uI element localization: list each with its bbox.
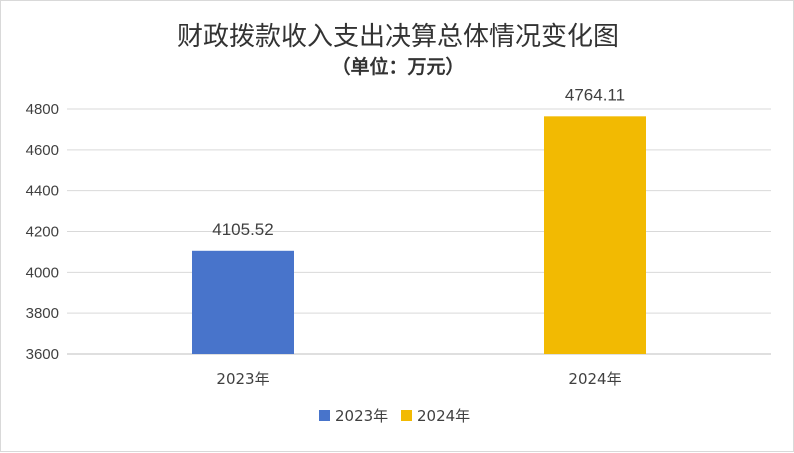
legend-swatch bbox=[401, 410, 412, 421]
x-category-label: 2024年 bbox=[568, 370, 621, 388]
legend-swatch bbox=[319, 410, 330, 421]
y-tick-label: 4200 bbox=[26, 224, 59, 241]
y-tick-label: 4400 bbox=[26, 183, 59, 200]
data-label: 4105.52 bbox=[212, 220, 273, 239]
y-tick-label: 3600 bbox=[26, 346, 59, 363]
bars bbox=[192, 116, 646, 354]
legend: 2023年 2024年 bbox=[319, 407, 470, 425]
grid-lines bbox=[67, 108, 771, 355]
y-axis-ticks: 3600 3800 4000 4200 4400 4600 4800 bbox=[26, 101, 59, 363]
bar-2 bbox=[544, 116, 646, 354]
y-tick-label: 4000 bbox=[26, 264, 59, 281]
y-tick-label: 4800 bbox=[26, 101, 59, 118]
data-label: 4764.11 bbox=[565, 85, 625, 104]
y-tick-label: 4600 bbox=[26, 142, 59, 159]
y-tick-label: 3800 bbox=[26, 305, 59, 322]
data-labels: 4105.52 4764.11 bbox=[212, 85, 625, 238]
chart-subtitle: （单位：万元） bbox=[331, 55, 464, 78]
bar-1 bbox=[192, 250, 294, 354]
x-axis-categories: 2023年 2024年 bbox=[216, 370, 621, 388]
legend-entry: 2023年 bbox=[335, 407, 388, 425]
x-category-label: 2023年 bbox=[216, 370, 269, 388]
legend-entry: 2024年 bbox=[417, 407, 470, 425]
chart-title: 财政拨款收入支出决算总体情况变化图 bbox=[177, 22, 619, 52]
